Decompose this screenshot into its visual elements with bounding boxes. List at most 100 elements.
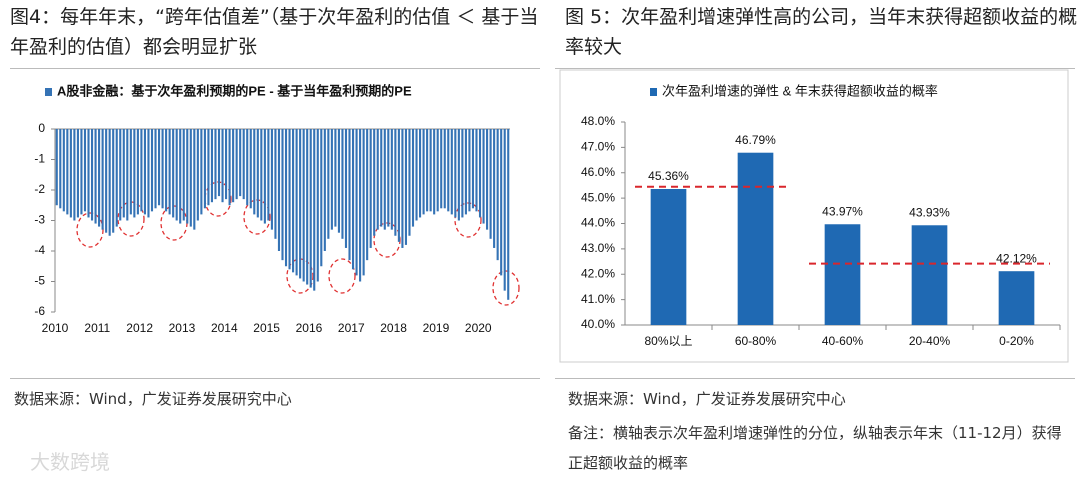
y-tick-label: -3 <box>34 213 45 227</box>
bar <box>154 129 157 209</box>
bar <box>69 129 72 218</box>
bar <box>443 129 446 209</box>
bar <box>478 129 482 218</box>
value-label: 43.97% <box>822 204 863 218</box>
y-tick-label: 40.0% <box>581 317 615 331</box>
bar <box>239 129 242 197</box>
bar <box>274 129 277 239</box>
legend-label: A股非金融：基于次年盈利预期的PE - 基于当年盈利预期的PE <box>57 83 412 98</box>
bar <box>277 129 281 251</box>
highlight-circle <box>492 270 520 306</box>
y-tick-label: 43.0% <box>581 241 615 255</box>
divider <box>555 378 1075 379</box>
bar <box>59 129 62 209</box>
bar <box>203 129 206 209</box>
divider <box>10 378 540 379</box>
bar <box>246 129 249 206</box>
legend-swatch <box>650 88 657 96</box>
bar <box>292 129 295 273</box>
bar <box>309 129 312 288</box>
bar <box>327 129 330 239</box>
bar <box>394 129 397 236</box>
bar <box>217 129 221 197</box>
bar <box>500 129 503 276</box>
bar <box>179 129 182 224</box>
bar <box>397 129 400 242</box>
highlight-circle <box>454 202 482 238</box>
y-tick-label: 0 <box>38 121 45 135</box>
divider <box>10 68 540 69</box>
y-tick-label: 47.0% <box>581 140 615 154</box>
bar <box>419 129 422 218</box>
bar <box>168 129 171 215</box>
x-tick-label: 2016 <box>296 321 323 335</box>
y-tick-label: 41.0% <box>581 292 615 306</box>
bar <box>200 129 203 215</box>
bar <box>172 129 175 218</box>
bar <box>415 129 418 221</box>
y-tick-label: -6 <box>34 304 45 318</box>
bar <box>270 129 273 230</box>
bar <box>493 129 496 248</box>
bar <box>133 129 136 218</box>
bar <box>411 129 415 227</box>
bar <box>140 129 143 212</box>
bar <box>225 129 228 200</box>
bar <box>344 129 348 248</box>
bar <box>475 129 478 212</box>
bar <box>263 129 266 224</box>
bar <box>101 129 104 230</box>
bar <box>313 129 316 291</box>
bar <box>362 129 365 276</box>
highlight-circle <box>373 222 401 258</box>
y-tick-label: 45.0% <box>581 190 615 204</box>
y-tick-label: 46.0% <box>581 165 615 179</box>
bar <box>256 129 259 218</box>
bar <box>422 129 425 215</box>
x-tick-label: 2019 <box>423 321 450 335</box>
bar <box>408 129 411 236</box>
bar <box>90 129 94 221</box>
bar <box>214 129 217 200</box>
bar <box>76 129 79 218</box>
bar <box>440 129 443 209</box>
x-tick-label: 2014 <box>211 321 238 335</box>
bar <box>249 129 252 209</box>
value-label: 42.12% <box>996 251 1037 265</box>
x-tick-label: 2013 <box>169 321 196 335</box>
bar <box>998 271 1035 325</box>
bar <box>98 129 101 227</box>
bar <box>482 129 485 224</box>
bar <box>122 129 125 218</box>
bar <box>165 129 168 212</box>
bar <box>454 129 457 218</box>
bar <box>426 129 429 212</box>
highlight-circle <box>328 258 356 294</box>
bar <box>380 129 383 227</box>
bar <box>366 129 369 261</box>
divider <box>555 68 1075 69</box>
bar <box>126 129 129 221</box>
bar <box>383 129 386 230</box>
bar <box>108 129 111 236</box>
bar <box>486 129 489 230</box>
bar <box>175 129 178 221</box>
bar <box>457 129 460 221</box>
x-tick-label: 2012 <box>126 321 153 335</box>
watermark: 大数跨境 <box>30 450 110 474</box>
bar <box>911 225 948 325</box>
value-label: 43.93% <box>909 205 950 219</box>
x-tick-label: 80%以上 <box>644 334 692 348</box>
bar <box>147 129 150 218</box>
bar <box>433 129 436 215</box>
bar <box>157 129 161 206</box>
bar <box>447 129 450 212</box>
bar <box>320 129 323 267</box>
bar <box>136 129 139 215</box>
bar <box>62 129 65 212</box>
bar <box>112 129 115 233</box>
bar <box>83 129 87 212</box>
bar <box>143 129 146 215</box>
